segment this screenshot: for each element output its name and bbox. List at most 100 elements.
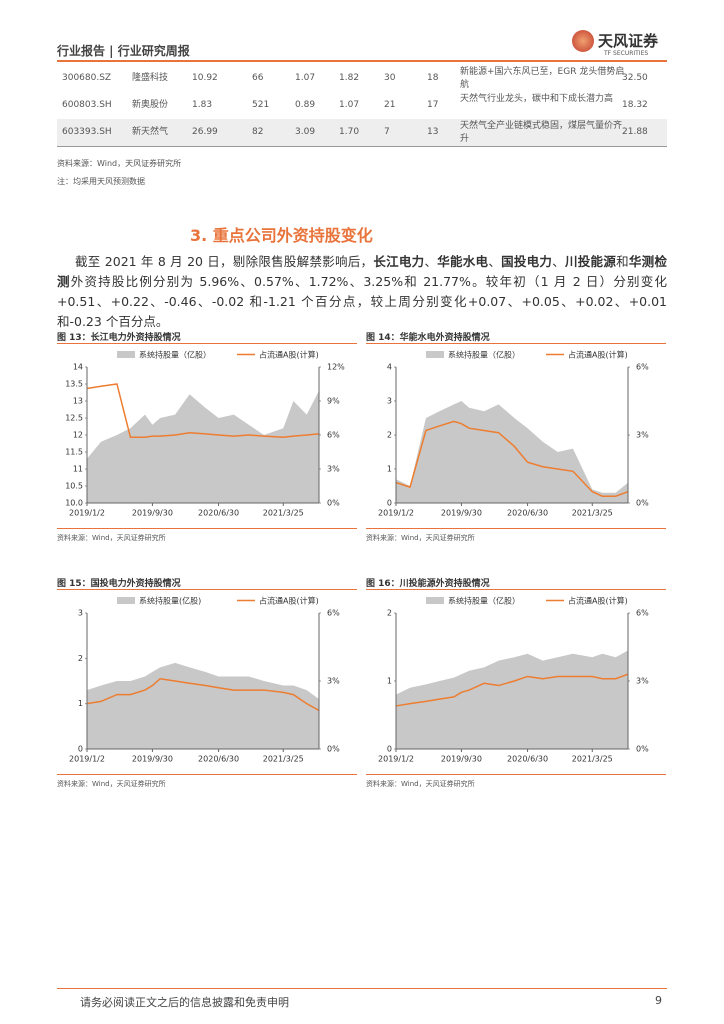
x-tick-label: 2019/1/2 — [378, 509, 414, 518]
legend-label: 占流通A股(计算) — [568, 596, 628, 606]
y-tick-label: 11 — [73, 465, 83, 474]
y-tick-label: 1 — [387, 677, 392, 686]
chart-source-rule — [366, 774, 666, 775]
legend-label: 占流通A股(计算) — [259, 350, 319, 360]
table-cell: 7 — [384, 127, 390, 137]
y-tick-label: 12 — [73, 431, 83, 440]
chart: 0 1 2 3 0% 3% 6% 系统持股量(亿股) 占流通A股(计算) 2019/1/2 2019… — [69, 596, 340, 764]
table-cell: 10.92 — [192, 73, 218, 83]
x-tick-label: 2021/3/25 — [263, 509, 304, 518]
y2-tick-label: 3% — [327, 465, 340, 474]
paragraph-text: 国投电力 — [501, 254, 553, 269]
line — [86, 677, 320, 712]
legend-label: 占流通A股(计算) — [259, 596, 319, 606]
table-cell: 603393.SH — [62, 127, 112, 137]
y-tick-label: 13 — [73, 397, 83, 406]
x-tick-label: 2021/3/25 — [572, 755, 613, 764]
y2-tick-label: 0% — [636, 745, 649, 754]
chart-title: 图 13：长江电力外资持股情况 — [57, 333, 181, 343]
y-tick-label: 10.0 — [65, 499, 83, 508]
chart: 10.0 10.5 11 11.5 12 12.5 13 13.5 14 0% 3% 6% 9% 12% 系… — [65, 350, 345, 518]
table-cell: 0.89 — [295, 100, 316, 110]
legend-label: 系统持股量（亿股） — [448, 350, 520, 360]
chart-title: 图 16：川投能源外资持股情况 — [366, 579, 490, 589]
y2-tick-label: 9% — [327, 397, 340, 406]
y-tick-label: 11.5 — [65, 448, 83, 457]
table-cell: 1.70 — [339, 127, 360, 137]
chart: 0 1 2 0% 3% 6% 系统持股量（亿股） 占流通A股(计算) 2019/1/2 2019/… — [378, 596, 649, 764]
logo-icon — [572, 30, 594, 52]
chart-title: 图 14：华能水电外资持股情况 — [366, 333, 490, 343]
paragraph-text: 和 — [616, 254, 629, 269]
y-tick-label: 14 — [73, 363, 83, 372]
x-tick-label: 2020/6/30 — [507, 509, 548, 518]
table-cell: 天然气全产业链模式稳固，煤层气量价齐升 — [460, 121, 623, 144]
y-tick-label: 1 — [387, 465, 392, 474]
table-cell: 1.83 — [192, 100, 213, 110]
y-tick-label: 2 — [387, 609, 392, 618]
note: 注：均采用天风预测数据 — [57, 177, 145, 186]
table-cell: 1.07 — [295, 73, 316, 83]
table-cell: 82 — [252, 127, 264, 137]
x-tick-label: 2020/6/30 — [507, 755, 548, 764]
page-number: 9 — [655, 994, 662, 1007]
table-cell: 21 — [384, 100, 396, 110]
legend-label: 系统持股量（亿股） — [139, 350, 211, 360]
x-tick-label: 2019/9/30 — [441, 755, 482, 764]
chart-source: 资料来源：Wind，天风证券研究所 — [57, 780, 166, 788]
y-tick-label: 0 — [387, 745, 392, 754]
table-cell: 521 — [252, 100, 270, 110]
table-cell: 13 — [427, 127, 439, 137]
y2-tick-label: 0% — [327, 499, 340, 508]
y2-tick-label: 12% — [327, 363, 345, 372]
line — [395, 673, 629, 707]
paragraph-text: 、 — [552, 254, 565, 269]
y-tick-label: 2 — [387, 431, 392, 440]
legend-label: 占流通A股(计算) — [568, 350, 628, 360]
table-cell: 新天然气 — [132, 127, 169, 137]
y-tick-label: 12.5 — [65, 414, 83, 423]
paragraph-text: 、 — [424, 254, 438, 269]
table-cell: 32.50 — [622, 73, 648, 83]
x-tick-label: 2019/9/30 — [132, 755, 173, 764]
x-tick-label: 2021/3/25 — [263, 755, 304, 764]
y-tick-label: 13.5 — [65, 380, 83, 389]
line — [86, 383, 320, 439]
area — [396, 401, 628, 503]
x-tick-label: 2020/6/30 — [198, 755, 239, 764]
y-tick-label: 1 — [78, 699, 83, 708]
table-row: 603393.SH 新天然气 26.99 82 3.09 1.70 7 13 天然气全产业链模式… — [57, 119, 667, 146]
legend-swatch — [426, 351, 444, 358]
table-cell: 66 — [252, 73, 264, 83]
x-tick-label: 2019/9/30 — [132, 509, 173, 518]
paragraph-text: 长江电力 — [373, 254, 425, 269]
table-cell: 隆盛科技 — [132, 73, 169, 83]
table-cell: 1.82 — [339, 73, 360, 83]
y-tick-label: 0 — [78, 745, 83, 754]
area — [87, 662, 319, 749]
chart-source: 资料来源：Wind，天风证券研究所 — [366, 780, 475, 788]
y-tick-label: 3 — [78, 609, 83, 618]
chart-title: 图 15：国投电力外资持股情况 — [57, 579, 181, 589]
table-cell: 21.88 — [622, 127, 648, 137]
chart-source: 资料来源：Wind，天风证券研究所 — [366, 534, 475, 542]
table-cell: 18.32 — [622, 100, 648, 110]
line — [395, 420, 629, 497]
x-tick-label: 2019/1/2 — [69, 509, 105, 518]
paragraph: 截至 2021 年 8 月 20 日，剔除限售股解禁影响后，长江电力、华能水电、… — [57, 252, 667, 332]
legend-label: 系统持股量(亿股) — [139, 596, 201, 606]
table-row: 600803.SH 新奥股份 1.83 521 0.89 1.07 21 17 天然气行业龙头，… — [57, 92, 667, 119]
legend-swatch — [117, 351, 135, 358]
table-cell: 3.09 — [295, 127, 316, 137]
y2-tick-label: 3% — [636, 677, 649, 686]
legend-swatch — [117, 597, 135, 604]
x-tick-label: 2020/6/30 — [198, 509, 239, 518]
table-cell: 17 — [427, 100, 439, 110]
header-rule — [57, 60, 667, 62]
x-tick-label: 2021/3/25 — [572, 509, 613, 518]
paragraph-text: 华能水电 — [437, 254, 489, 269]
x-tick-label: 2019/1/2 — [378, 755, 414, 764]
area — [396, 650, 628, 749]
table-cell: 30 — [384, 73, 396, 83]
y-tick-label: 0 — [387, 499, 392, 508]
